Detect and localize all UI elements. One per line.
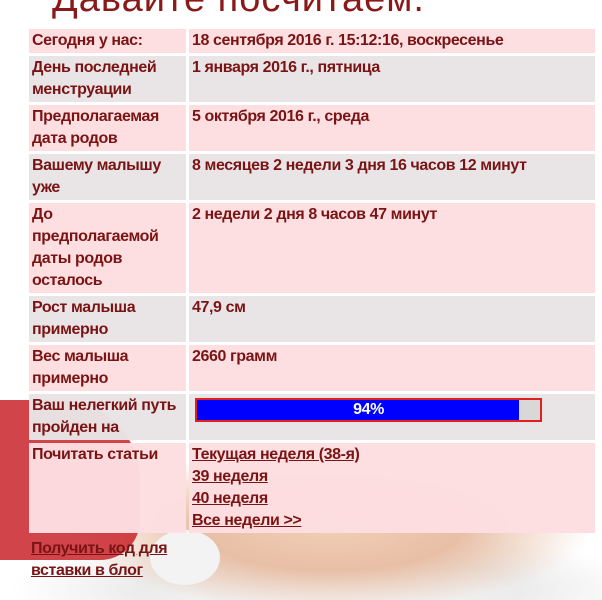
pregnancy-calculator-table: Сегодня у нас: 18 сентября 2016 г. 15:12:… — [26, 26, 598, 536]
row-label: До предполагаемой даты родов осталось — [29, 203, 186, 293]
progress-text: 94% — [353, 401, 384, 418]
hat-pompom — [150, 530, 220, 585]
table-row: До предполагаемой даты родов осталось 2 н… — [29, 203, 595, 293]
embed-code-link[interactable]: Получить код для вставки в блог — [31, 540, 168, 579]
link-week-40[interactable]: 40 неделя — [192, 490, 268, 507]
progress-row: Ваш нелегкий путь пройден на 94% — [29, 394, 595, 440]
table-row: Предполагаемая дата родов 5 октября 2016 … — [29, 105, 595, 151]
link-current-week[interactable]: Текущая неделя (38-я) — [192, 446, 360, 463]
row-value: 2660 грамм — [189, 345, 595, 391]
table-row: Рост малыша примерно 47,9 см — [29, 296, 595, 342]
page-title: Давайте посчитаем. — [52, 0, 425, 21]
progress-bar: 94% — [195, 398, 542, 422]
articles-label: Почитать статьи — [29, 443, 186, 533]
row-value: 2 недели 2 дня 8 часов 47 минут — [189, 203, 595, 293]
row-label: Сегодня у нас: — [29, 29, 186, 53]
row-label: Предполагаемая дата родов — [29, 105, 186, 151]
row-value: 8 месяцев 2 недели 3 дня 16 часов 12 мин… — [189, 154, 595, 200]
articles-row: Почитать статьи Текущая неделя (38-я) 39… — [29, 443, 595, 533]
progress-fill — [197, 400, 520, 420]
row-label: Рост малыша примерно — [29, 296, 186, 342]
link-week-39[interactable]: 39 неделя — [192, 468, 268, 485]
table-row: Сегодня у нас: 18 сентября 2016 г. 15:12:… — [29, 29, 595, 53]
row-value: 18 сентября 2016 г. 15:12:16, воскресень… — [189, 29, 595, 53]
link-all-weeks[interactable]: Все недели >> — [192, 512, 302, 529]
row-label: Вес малыша примерно — [29, 345, 186, 391]
row-value: 47,9 см — [189, 296, 595, 342]
progress-label: Ваш нелегкий путь пройден на — [29, 394, 186, 440]
row-value: 5 октября 2016 г., среда — [189, 105, 595, 151]
table-row: Вес малыша примерно 2660 грамм — [29, 345, 595, 391]
row-label: День последней менструации — [29, 56, 186, 102]
row-value: 1 января 2016 г., пятница — [189, 56, 595, 102]
table-row: Вашему малышу уже 8 месяцев 2 недели 3 дн… — [29, 154, 595, 200]
row-label: Вашему малышу уже — [29, 154, 186, 200]
table-row: День последней менструации 1 января 2016 … — [29, 56, 595, 102]
